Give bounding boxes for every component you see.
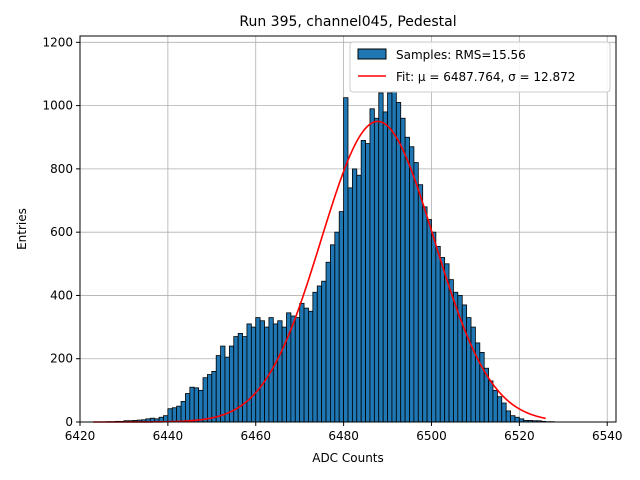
histogram-bar	[220, 345, 226, 423]
histogram-bar	[180, 401, 186, 423]
axis-ticks: 6420 6440 6460 6480 6500 6520 6540 0 200 400 600 80…	[42, 35, 622, 443]
histogram-bar	[417, 184, 424, 423]
histogram-bar	[343, 97, 349, 423]
histogram-bar	[409, 146, 415, 423]
y-tick-label: 400	[50, 288, 73, 302]
y-tick-label: 1000	[42, 99, 73, 113]
histogram-bar	[382, 111, 388, 423]
histogram-bar	[193, 387, 200, 423]
histogram-bar	[316, 285, 323, 423]
x-axis-label: ADC Counts	[312, 451, 384, 465]
histogram-bar	[387, 92, 393, 423]
histogram-bar	[492, 389, 498, 423]
histogram-bar	[290, 315, 296, 423]
histogram-bar	[330, 244, 336, 423]
histogram-bar	[294, 317, 301, 423]
histogram-bar	[185, 393, 191, 423]
histogram-bar	[255, 317, 261, 423]
histogram-bar	[378, 92, 384, 423]
histogram-bar	[334, 231, 340, 423]
histogram-bar	[325, 261, 331, 423]
legend-fit-label: Fit: μ = 6487.764, σ = 12.872	[396, 70, 575, 84]
histogram-bar	[496, 396, 503, 423]
histogram-bar	[431, 231, 437, 423]
y-tick-label: 200	[50, 352, 73, 366]
histogram-bar	[395, 102, 402, 423]
histogram-bar	[351, 168, 358, 423]
histogram-bar	[259, 320, 265, 423]
histogram-bar	[426, 219, 432, 423]
histogram-bar	[189, 386, 195, 423]
histogram-bar	[365, 143, 371, 423]
histogram-bar	[237, 333, 243, 423]
histogram-bar	[510, 415, 516, 423]
histogram-bar	[413, 162, 419, 423]
histogram-bar	[435, 246, 441, 423]
histogram-bar	[373, 117, 380, 423]
histogram-bar	[347, 187, 353, 423]
legend-box	[349, 41, 611, 93]
histogram-bar	[391, 90, 397, 423]
x-tick-label: 6540	[592, 429, 623, 443]
histogram-bar	[369, 108, 375, 423]
x-tick-label: 6440	[153, 429, 184, 443]
histogram-bar	[272, 323, 279, 423]
x-tick-label: 6420	[65, 429, 96, 443]
histogram-bar	[356, 174, 362, 423]
histogram-bar	[202, 377, 208, 423]
histogram-bar	[242, 336, 248, 423]
histogram-bar	[514, 416, 520, 423]
y-tick-label: 1200	[42, 35, 73, 49]
histogram-bar	[448, 279, 454, 423]
histogram-bar	[303, 307, 309, 423]
histogram-bar	[439, 257, 446, 423]
histogram-bar	[198, 389, 204, 423]
chart-title: Run 395, channel045, Pedestal	[239, 14, 456, 30]
histogram-bar	[277, 320, 283, 423]
y-tick-label: 800	[50, 162, 73, 176]
histogram-bar	[505, 410, 511, 423]
histogram-bar	[360, 140, 366, 423]
histogram-bar	[400, 117, 406, 423]
histogram-bars	[105, 90, 555, 423]
histogram-bar	[338, 211, 345, 423]
y-tick-label: 600	[50, 225, 73, 239]
x-tick-label: 6480	[328, 429, 359, 443]
legend-histogram-swatch	[357, 48, 387, 60]
y-tick-label: 0	[65, 415, 73, 429]
histogram-bar	[299, 302, 305, 423]
histogram-bar	[470, 326, 476, 423]
histogram-bar	[171, 407, 178, 423]
histogram-bar	[321, 280, 327, 423]
x-tick-label: 6460	[240, 429, 271, 443]
histogram-bar	[466, 317, 472, 423]
x-tick-label: 6500	[416, 429, 447, 443]
histogram-bar	[312, 291, 318, 423]
histogram-bar	[444, 263, 450, 423]
y-axis-label: Entries	[15, 208, 29, 250]
plot-area-frame	[79, 35, 617, 423]
histogram-bar	[422, 206, 428, 423]
histogram-bar	[215, 355, 221, 423]
histogram-bar	[211, 370, 217, 423]
histogram-bar	[246, 323, 252, 423]
x-tick-label: 6520	[504, 429, 535, 443]
histogram-bar	[501, 402, 507, 423]
histogram-bar	[250, 326, 257, 423]
histogram-bar	[404, 136, 410, 423]
histogram-bar	[167, 408, 173, 423]
histogram-bar	[488, 380, 494, 423]
histogram-bar	[308, 310, 314, 423]
histogram-bar	[176, 405, 182, 423]
histogram-bar	[207, 374, 213, 423]
histogram-bar	[461, 304, 468, 423]
legend: Samples: RMS=15.56 Fit: μ = 6487.764, σ …	[349, 41, 611, 93]
legend-histogram-label: Samples: RMS=15.56	[396, 48, 526, 62]
